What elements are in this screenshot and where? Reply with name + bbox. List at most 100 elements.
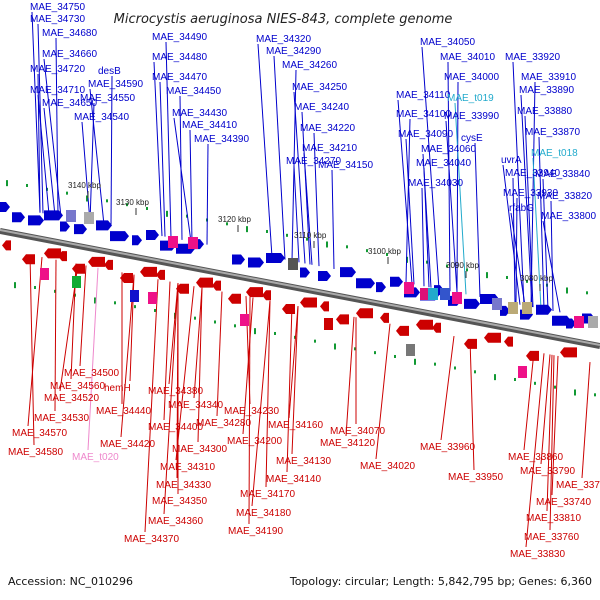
reverse-gene-label[interactable]: MAE_34230 <box>224 406 279 417</box>
reverse-gene-arrow[interactable] <box>416 319 433 330</box>
forward-gene-label[interactable]: MAE_34260 <box>282 60 337 71</box>
reverse-gene-label[interactable]: MAE_34560 <box>50 381 105 392</box>
forward-gene-arrow[interactable] <box>44 210 63 221</box>
forward-gene-label[interactable]: MAE_33940 <box>505 168 560 179</box>
forward-gene-label[interactable]: rfabG <box>509 203 534 214</box>
forward-gene-arrow[interactable] <box>146 229 159 240</box>
forward-gene-label[interactable]: MAE_34450 <box>166 86 221 97</box>
reverse-gene-label[interactable]: MAE_34580 <box>8 447 63 458</box>
reverse-gene-arrow[interactable] <box>320 301 329 312</box>
feature-box[interactable] <box>188 237 198 249</box>
forward-gene-label[interactable]: MAE_34430 <box>172 108 227 119</box>
feature-box[interactable] <box>148 292 157 304</box>
forward-gene-arrow[interactable] <box>110 231 129 242</box>
forward-gene-label[interactable]: MAE_34240 <box>294 102 349 113</box>
reverse-gene-arrow[interactable] <box>104 259 113 270</box>
forward-gene-arrow[interactable] <box>232 254 245 265</box>
forward-gene-label[interactable]: MAE_33920 <box>505 52 560 63</box>
forward-gene-label[interactable]: MAE_34030 <box>408 178 463 189</box>
forward-gene-label[interactable]: MAE_34320 <box>256 34 311 45</box>
forward-gene-label[interactable]: MAE_34710 <box>30 85 85 96</box>
reverse-gene-label[interactable]: MAE_34330 <box>156 480 211 491</box>
forward-gene-label[interactable]: MAE_33840 <box>535 169 590 180</box>
reverse-gene-label[interactable]: MAE_33950 <box>448 472 503 483</box>
reverse-gene-arrow[interactable] <box>120 273 133 283</box>
feature-box[interactable] <box>240 314 249 326</box>
reverse-gene-label[interactable]: MAE_34170 <box>240 489 295 500</box>
reverse-gene-label[interactable]: MAE_33810 <box>526 513 581 524</box>
feature-box[interactable] <box>420 288 430 300</box>
forward-gene-arrow[interactable] <box>536 304 552 315</box>
reverse-gene-label[interactable]: MAE_34370 <box>124 534 179 545</box>
reverse-gene-label[interactable]: MAE_34350 <box>152 496 207 507</box>
feature-box[interactable] <box>518 366 527 378</box>
forward-gene-label[interactable]: MAE_34720 <box>30 64 85 75</box>
forward-gene-label[interactable]: MAE_33930 <box>503 188 558 199</box>
reverse-gene-label[interactable]: MAE_34180 <box>236 508 291 519</box>
forward-gene-arrow[interactable] <box>74 224 87 235</box>
feature-box[interactable] <box>574 316 584 328</box>
feature-box[interactable] <box>406 344 415 356</box>
reverse-gene-label[interactable]: MAE_34500 <box>64 368 119 379</box>
forward-gene-label[interactable]: MAE_34150 <box>318 160 373 171</box>
forward-gene-label[interactable]: MAE_34060 <box>421 144 476 155</box>
feature-box[interactable] <box>288 258 298 270</box>
forward-gene-label[interactable]: MAE_34290 <box>266 46 321 57</box>
reverse-gene-arrow[interactable] <box>212 280 221 291</box>
forward-gene-label[interactable]: MAE_34590 <box>88 79 143 90</box>
feature-box[interactable] <box>40 268 49 280</box>
reverse-gene-label[interactable]: MAE_34380 <box>148 386 203 397</box>
reverse-gene-label[interactable]: MAE_34130 <box>276 456 331 467</box>
forward-gene-label[interactable]: MAE_34220 <box>300 123 355 134</box>
reverse-gene-label[interactable]: MAE_34120 <box>320 438 375 449</box>
feature-box[interactable] <box>492 298 502 310</box>
reverse-gene-label[interactable]: MAE_34310 <box>160 462 215 473</box>
reverse-gene-label[interactable]: MAE_34200 <box>227 436 282 447</box>
reverse-gene-label[interactable]: MAE_34020 <box>360 461 415 472</box>
forward-gene-label[interactable]: MAE_34090 <box>398 129 453 140</box>
forward-gene-label[interactable]: MAE_34250 <box>292 82 347 93</box>
reverse-gene-label[interactable]: MAE_34400 <box>148 422 203 433</box>
forward-gene-label[interactable]: MAE_33990 <box>444 111 499 122</box>
forward-gene-label[interactable]: MAE_34390 <box>194 134 249 145</box>
reverse-gene-arrow[interactable] <box>156 269 165 280</box>
feature-box[interactable] <box>324 318 333 330</box>
forward-gene-label[interactable]: MAE_33800 <box>541 211 596 222</box>
feature-box[interactable] <box>66 210 76 222</box>
forward-gene-label[interactable]: MAE_34040 <box>416 158 471 169</box>
feature-box[interactable] <box>84 212 94 224</box>
forward-gene-arrow[interactable] <box>300 267 310 278</box>
reverse-gene-arrow[interactable] <box>58 251 67 262</box>
forward-gene-arrow[interactable] <box>340 267 356 278</box>
feature-box[interactable] <box>522 302 532 314</box>
forward-gene-arrow[interactable] <box>500 305 510 316</box>
forward-gene-label[interactable]: MAE_33820 <box>537 191 592 202</box>
forward-gene-label[interactable]: MAE_34660 <box>42 49 97 60</box>
forward-gene-label[interactable]: MAE_34550 <box>80 93 135 104</box>
reverse-gene-arrow[interactable] <box>504 336 513 347</box>
forward-gene-label[interactable]: MAE_34010 <box>440 52 495 63</box>
reverse-gene-arrow[interactable] <box>88 256 105 267</box>
reverse-gene-arrow[interactable] <box>484 332 501 343</box>
forward-gene-arrow[interactable] <box>390 276 403 287</box>
reverse-gene-arrow[interactable] <box>526 350 539 361</box>
forward-gene-arrow[interactable] <box>356 278 375 289</box>
feature-box[interactable] <box>588 316 598 328</box>
reverse-gene-arrow[interactable] <box>356 308 373 319</box>
reverse-gene-arrow[interactable] <box>464 338 477 349</box>
forward-gene-arrow[interactable] <box>132 235 142 246</box>
forward-gene-arrow[interactable] <box>0 202 10 212</box>
reverse-gene-label[interactable]: MAE_34300 <box>172 444 227 455</box>
reverse-gene-arrow[interactable] <box>262 290 271 301</box>
reverse-gene-label[interactable]: MAE_33790 <box>520 466 575 477</box>
reverse-gene-arrow[interactable] <box>2 240 11 251</box>
reverse-gene-label[interactable]: MAE_34140 <box>266 474 321 485</box>
forward-gene-label[interactable]: MAE_34730 <box>30 14 85 25</box>
forward-gene-label[interactable]: MAE_34650 <box>42 98 97 109</box>
reverse-gene-arrow[interactable] <box>380 312 389 323</box>
reverse-gene-arrow[interactable] <box>396 325 409 336</box>
forward-gene-arrow[interactable] <box>266 252 285 263</box>
feature-box[interactable] <box>428 288 438 300</box>
reverse-gene-arrow[interactable] <box>72 263 85 274</box>
reverse-gene-label[interactable]: MAE_34520 <box>44 393 99 404</box>
